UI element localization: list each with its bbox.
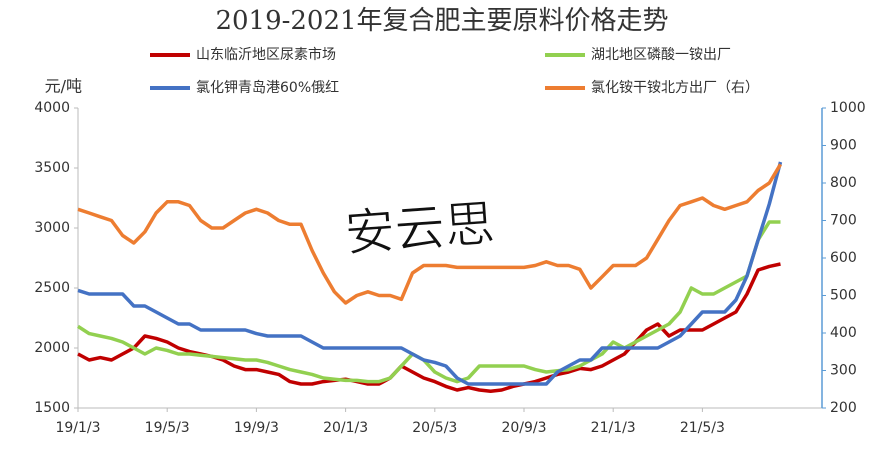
y2-tick-label: 1000 — [830, 100, 866, 116]
x-tick-label: 21/5/3 — [680, 420, 725, 436]
y-tick-label: 2500 — [34, 280, 70, 296]
legend-label: 湖北地区磷酸一铵出厂 — [591, 47, 731, 63]
series-line — [77, 161, 783, 386]
y2-tick-label: 300 — [830, 363, 857, 379]
series-line — [77, 262, 781, 393]
y2-tick-label: 900 — [830, 138, 857, 154]
legend-label: 氯化钾青岛港60%俄红 — [196, 80, 339, 96]
y2-tick-label: 200 — [830, 400, 857, 416]
legend-label: 氯化铵干铵北方出厂（右） — [591, 80, 759, 96]
y2-tick-label: 800 — [830, 175, 857, 191]
y-tick-label: 3000 — [34, 220, 70, 236]
x-tick-label: 19/1/3 — [55, 420, 100, 436]
x-tick-label: 19/5/3 — [145, 420, 190, 436]
y-axis-label: 元/吨 — [45, 77, 82, 96]
y-tick-label: 2000 — [34, 340, 70, 356]
series-line — [77, 220, 781, 384]
x-tick-label: 20/1/3 — [323, 420, 368, 436]
y2-tick-label: 400 — [830, 325, 857, 341]
chart-title: 2019-2021年复合肥主要原料价格走势 — [215, 6, 668, 36]
x-tick-label: 19/9/3 — [234, 420, 279, 436]
y-tick-label: 1500 — [34, 400, 70, 416]
y2-tick-label: 700 — [830, 213, 857, 229]
x-tick-label: 20/5/3 — [412, 420, 457, 436]
y2-tick-label: 600 — [830, 250, 857, 266]
x-tick-label: 21/1/3 — [591, 420, 636, 436]
watermark: 安云思 — [343, 194, 497, 262]
series-line — [77, 163, 783, 305]
y2-tick-label: 500 — [830, 288, 857, 304]
x-tick-label: 20/9/3 — [501, 420, 546, 436]
legend-label: 山东临沂地区尿素市场 — [196, 46, 336, 63]
y-tick-label: 3500 — [34, 160, 70, 176]
y-tick-label: 4000 — [34, 100, 70, 116]
